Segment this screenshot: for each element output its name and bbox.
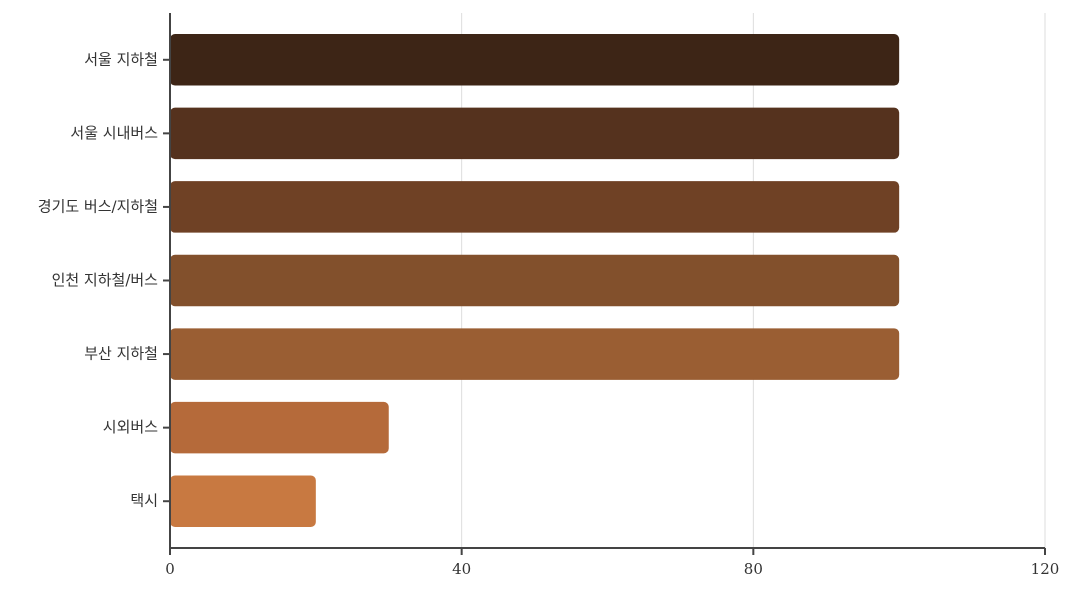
bar [170,181,900,233]
y-tick-label: 경기도 버스/지하철 [38,197,158,215]
y-tick-label: 서울 시내버스 [70,124,158,142]
bar [170,254,900,307]
x-tick-label: 120 [1031,560,1060,578]
y-tick-label: 서울 지하철 [84,50,158,68]
bar [170,475,316,527]
x-tick-label: 40 [452,560,471,578]
x-tick-label: 80 [744,560,763,578]
y-tick-label: 택시 [130,492,158,510]
x-tick-label: 0 [165,560,175,578]
bar [170,107,900,160]
y-tick-label: 부산 지하철 [84,345,158,363]
y-tick-label: 시외버스 [103,418,158,436]
bar [170,401,389,454]
bar [170,328,900,380]
y-tick-label: 인천 지하철/버스 [52,271,159,289]
bar [170,34,900,86]
